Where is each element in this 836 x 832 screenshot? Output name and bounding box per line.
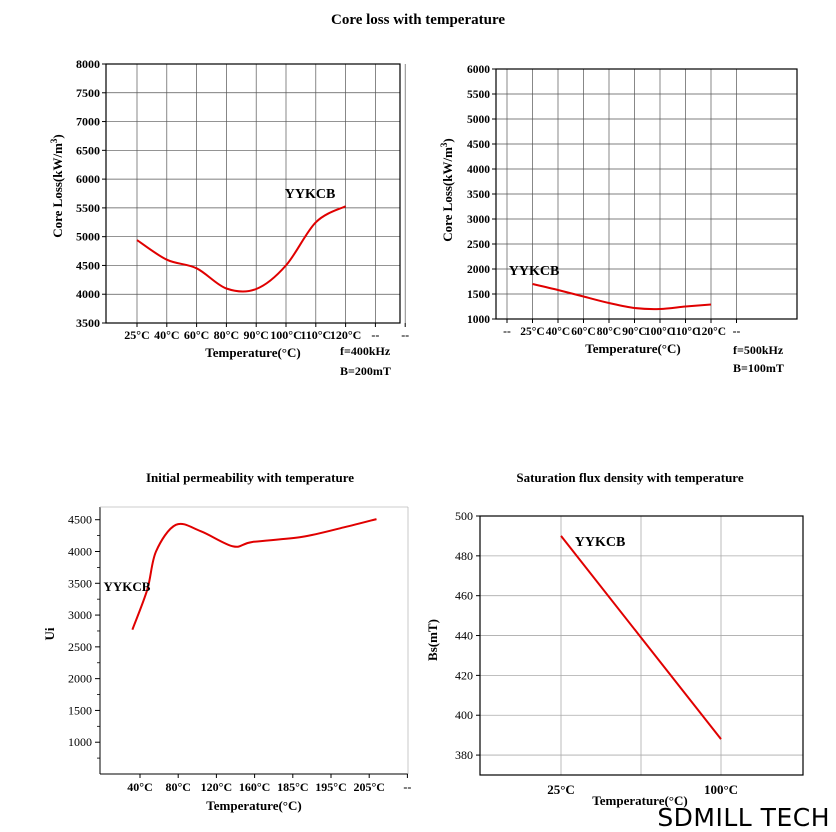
y-tick-label: 4000	[76, 287, 100, 301]
series-annotation: YYKCB	[104, 579, 151, 594]
x-tick-label: 205°C	[353, 780, 384, 794]
x-tick-label: 25°C	[547, 782, 575, 797]
y-tick-label: 1500	[68, 703, 92, 717]
x-tick-label: 40°C	[127, 780, 152, 794]
x-tick-label: 25°C	[124, 328, 149, 342]
page-title: Core loss with temperature	[331, 12, 505, 28]
condition-flux: B=200mT	[340, 364, 391, 378]
y-tick-label: 480	[455, 549, 473, 563]
x-tick-label: --	[733, 326, 741, 338]
y-tick-label: 3000	[68, 608, 92, 622]
x-tick-label: --	[401, 328, 409, 342]
x-tick-label: 120°C	[696, 326, 726, 338]
y-axis-label: Bs(mT)	[425, 619, 440, 661]
y-tick-label: 500	[455, 509, 473, 523]
y-tick-label: 1000	[467, 314, 490, 326]
y-tick-label: 1500	[467, 289, 490, 301]
y-tick-label: 2500	[68, 640, 92, 654]
y-tick-label: 6000	[76, 172, 100, 186]
series-annotation: YYKCB	[285, 187, 336, 202]
x-tick-label: 110°C	[671, 326, 701, 338]
series-annotation: YYKCB	[575, 535, 626, 550]
y-tick-label: 6500	[76, 143, 100, 157]
y-tick-label: 400	[455, 708, 473, 722]
x-tick-label: 80°C	[214, 328, 239, 342]
x-tick-label: 120°C	[330, 328, 361, 342]
y-tick-label: 3500	[467, 189, 490, 201]
y-tick-label: 2500	[467, 239, 490, 251]
chart-title-saturation: Saturation flux density with temperature	[516, 470, 744, 485]
y-tick-label: 380	[455, 748, 473, 762]
y-tick-label: 5000	[76, 230, 100, 244]
y-tick-label: 8000	[76, 57, 100, 71]
x-tick-label: 185°C	[277, 780, 308, 794]
plot-frame	[105, 63, 401, 324]
x-tick-label: 110°C	[300, 328, 331, 342]
series-line-yykcb	[131, 518, 377, 631]
y-tick-label: 5500	[76, 201, 100, 215]
y-axis-label: Ui	[42, 627, 57, 640]
x-tick-label: --	[403, 780, 411, 794]
y-tick-label: 7500	[76, 86, 100, 100]
x-tick-label: 25°C	[520, 326, 544, 338]
y-tick-label: 1000	[68, 735, 92, 749]
x-tick-label: --	[503, 326, 511, 338]
y-axis-label: Core Loss(kW/m3)	[49, 134, 65, 238]
series-annotation: YYKCB	[509, 264, 560, 279]
y-tick-label: 4500	[467, 139, 490, 151]
y-tick-label: 4000	[467, 164, 490, 176]
y-tick-label: 440	[455, 629, 473, 643]
x-axis-label: Temperature(°C)	[585, 341, 680, 356]
watermark-text: SDMILL TECH	[657, 803, 830, 832]
y-tick-label: 3500	[68, 576, 92, 590]
x-tick-label: 40°C	[546, 326, 570, 338]
y-tick-label: 2000	[467, 264, 490, 276]
y-tick-label: 4500	[68, 513, 92, 527]
y-tick-label: 4500	[76, 258, 100, 272]
series-line-yykcb	[136, 205, 347, 293]
y-tick-label: 5500	[467, 89, 490, 101]
y-tick-label: 7000	[76, 115, 100, 129]
x-tick-label: 120°C	[201, 780, 232, 794]
x-tick-label: 100°C	[704, 782, 738, 797]
condition-flux: B=100mT	[733, 361, 784, 375]
y-tick-label: 3000	[467, 214, 490, 226]
x-tick-label: 90°C	[622, 326, 646, 338]
y-tick-label: 3500	[76, 316, 100, 330]
x-tick-label: --	[371, 328, 379, 342]
x-tick-label: 60°C	[184, 328, 209, 342]
x-tick-label: 90°C	[243, 328, 268, 342]
y-tick-label: 5000	[467, 114, 490, 126]
x-tick-label: 80°C	[165, 780, 190, 794]
y-tick-label: 460	[455, 589, 473, 603]
y-tick-label: 6000	[467, 64, 490, 76]
plot-frame	[479, 515, 804, 776]
series-line-yykcb	[532, 283, 712, 311]
condition-frequency: f=500kHz	[733, 343, 784, 357]
series-line-yykcb	[560, 535, 722, 740]
x-axis-label: Temperature(°C)	[592, 793, 687, 808]
y-tick-label: 4000	[68, 545, 92, 559]
x-axis-label: Temperature(°C)	[206, 798, 301, 813]
y-tick-label: 420	[455, 668, 473, 682]
x-tick-label: 80°C	[597, 326, 621, 338]
x-tick-label: 100°C	[270, 328, 301, 342]
x-tick-label: 40°C	[154, 328, 179, 342]
x-tick-label: 160°C	[239, 780, 270, 794]
chart-title-permeability: Initial permeability with temperature	[145, 470, 355, 485]
x-tick-label: 195°C	[315, 780, 346, 794]
condition-frequency: f=400kHz	[340, 344, 391, 358]
x-tick-label: 100°C	[645, 326, 675, 338]
x-axis-label: Temperature(°C)	[205, 345, 300, 360]
x-tick-label: 60°C	[571, 326, 595, 338]
y-tick-label: 2000	[68, 672, 92, 686]
y-axis-label: Core Loss(kW/m3)	[439, 138, 455, 242]
